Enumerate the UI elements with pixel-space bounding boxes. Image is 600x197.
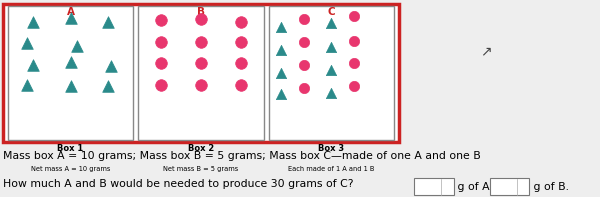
Point [236, 40, 246, 44]
Text: Box 1: Box 1 [58, 144, 84, 153]
Point [22, 42, 31, 45]
Text: g of A;: g of A; [454, 182, 493, 192]
Point [349, 39, 359, 42]
Text: C: C [328, 7, 335, 17]
Text: ▲: ▲ [446, 182, 450, 187]
Point [349, 85, 359, 88]
Point [277, 48, 286, 52]
FancyBboxPatch shape [3, 4, 399, 142]
Text: g of B.: g of B. [530, 182, 569, 192]
Point [72, 44, 82, 47]
Point [326, 21, 336, 25]
Text: Box 3: Box 3 [319, 144, 344, 153]
FancyBboxPatch shape [490, 178, 529, 195]
Text: Net mass B = 5 grams: Net mass B = 5 grams [163, 166, 239, 172]
Point [156, 40, 166, 44]
Point [236, 20, 246, 23]
Point [236, 62, 246, 65]
Text: ▼: ▼ [522, 187, 526, 192]
Point [103, 85, 113, 88]
Text: ↗: ↗ [480, 44, 492, 58]
Text: How much A and B would be needed to produce 30 grams of C?: How much A and B would be needed to prod… [3, 179, 353, 189]
Point [196, 17, 206, 20]
Text: Mass box A = 10 grams; Mass box B = 5 grams; Mass box C—made of one A and one B: Mass box A = 10 grams; Mass box B = 5 gr… [3, 151, 481, 161]
Point [106, 65, 116, 68]
Point [326, 92, 336, 95]
Point [299, 40, 308, 44]
Text: Net mass A = 10 grams: Net mass A = 10 grams [31, 166, 110, 172]
Point [349, 62, 359, 65]
Point [196, 40, 206, 44]
Point [299, 17, 308, 20]
Point [277, 71, 286, 74]
Point [66, 60, 76, 64]
FancyBboxPatch shape [138, 6, 264, 140]
Point [277, 93, 286, 96]
Point [103, 20, 113, 23]
Point [326, 46, 336, 49]
Point [349, 15, 359, 18]
Text: Box 2: Box 2 [188, 144, 214, 153]
Point [66, 85, 76, 88]
Point [28, 63, 38, 66]
Point [299, 86, 308, 89]
Point [156, 19, 166, 22]
Text: ▲: ▲ [522, 182, 526, 187]
Point [66, 16, 76, 19]
Point [156, 84, 166, 87]
Point [28, 20, 38, 23]
FancyBboxPatch shape [414, 178, 454, 195]
Text: Each made of 1 A and 1 B: Each made of 1 A and 1 B [288, 166, 374, 172]
Point [326, 69, 336, 72]
Point [22, 84, 31, 87]
Text: ▼: ▼ [446, 187, 450, 192]
Point [299, 63, 308, 66]
Point [196, 62, 206, 65]
Point [277, 25, 286, 29]
Text: B: B [197, 7, 205, 17]
Point [156, 62, 166, 65]
FancyBboxPatch shape [269, 6, 394, 140]
Text: A: A [67, 7, 74, 17]
Point [196, 84, 206, 87]
FancyBboxPatch shape [8, 6, 133, 140]
Point [236, 84, 246, 87]
